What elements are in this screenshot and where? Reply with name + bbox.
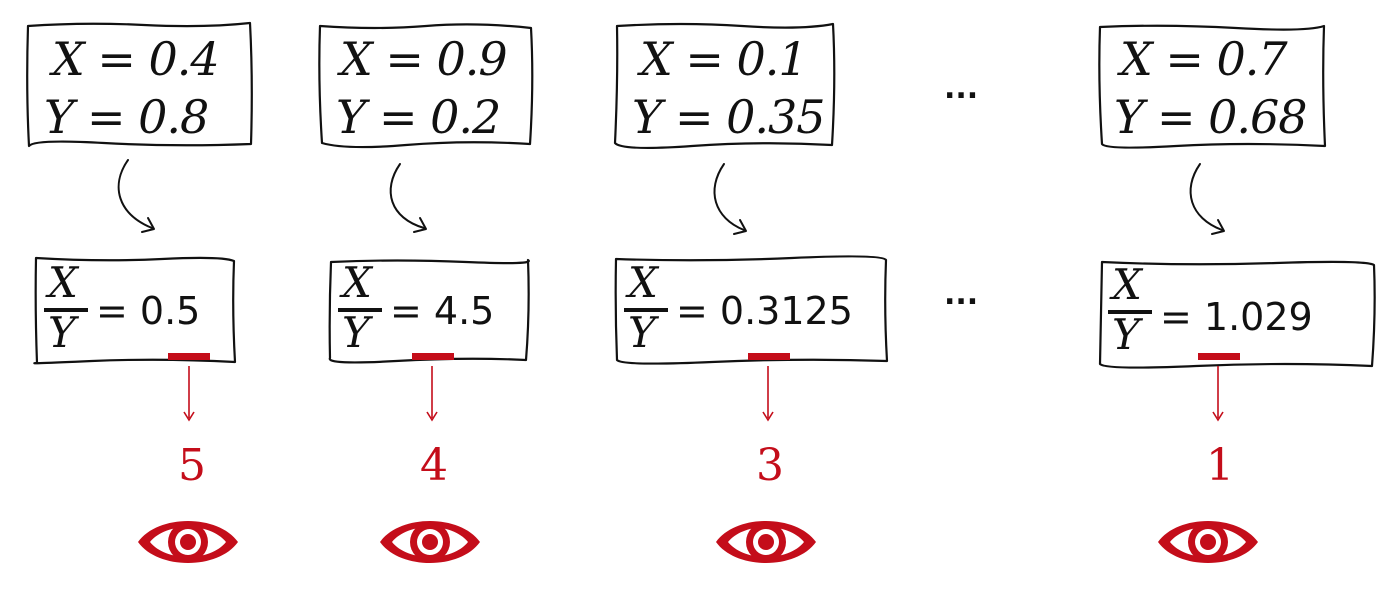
fraction-denominator: Y xyxy=(1112,310,1140,359)
input-x-value: X = 0.4 xyxy=(52,32,220,86)
ratio-result: = 4.5 xyxy=(390,289,495,333)
input-box xyxy=(613,22,836,149)
fraction-denominator: Y xyxy=(342,308,370,357)
ratio-result: = 0.3125 xyxy=(676,289,853,333)
eye-icon xyxy=(380,521,480,563)
input-box xyxy=(1098,24,1327,149)
input-x-value: X = 0.9 xyxy=(340,32,508,86)
input-box xyxy=(26,21,253,148)
input-x-value: X = 0.7 xyxy=(1120,32,1288,86)
input-y-value: Y = 0.35 xyxy=(632,90,826,144)
fraction-numerator: X xyxy=(342,258,372,307)
selected-digit-marker xyxy=(412,353,454,360)
ratio-box xyxy=(328,258,530,364)
flow-arrow xyxy=(389,163,427,233)
selected-digit-marker xyxy=(168,353,210,360)
rating-digit: 3 xyxy=(756,440,784,491)
ratio-result: = 0.5 xyxy=(96,289,201,333)
continuation-ellipsis: ... xyxy=(944,277,979,312)
eye-icon xyxy=(138,521,238,563)
input-x-value: X = 0.1 xyxy=(640,32,808,86)
selected-digit-marker xyxy=(748,353,790,360)
fraction-denominator: Y xyxy=(48,308,76,357)
fraction-numerator: X xyxy=(1112,260,1142,309)
eye-icon xyxy=(716,521,816,563)
fraction-numerator: X xyxy=(48,258,78,307)
input-y-value: Y = 0.68 xyxy=(1114,90,1308,144)
ratio-box xyxy=(33,256,237,365)
fraction-bar xyxy=(44,308,88,312)
ratio-box xyxy=(1098,260,1376,369)
fraction-bar xyxy=(624,308,668,312)
digit-arrow xyxy=(1212,366,1224,422)
input-box xyxy=(318,23,534,149)
selected-digit-marker xyxy=(1198,353,1240,360)
fraction-bar xyxy=(1108,310,1152,314)
flow-arrow xyxy=(117,159,155,233)
fraction-bar xyxy=(338,308,382,312)
input-y-value: Y = 0.8 xyxy=(44,90,209,144)
digit-arrow xyxy=(183,366,195,422)
rating-digit: 5 xyxy=(178,440,206,491)
flow-arrow xyxy=(1189,163,1225,235)
digit-arrow xyxy=(426,366,438,422)
ratio-result: = 1.029 xyxy=(1160,295,1313,339)
eye-icon xyxy=(1158,521,1258,563)
input-y-value: Y = 0.2 xyxy=(336,90,501,144)
rating-digit: 1 xyxy=(1206,440,1234,491)
fraction-denominator: Y xyxy=(628,308,656,357)
continuation-ellipsis: ... xyxy=(944,71,979,106)
flow-arrow xyxy=(713,163,747,235)
digit-arrow xyxy=(762,366,774,422)
fraction-numerator: X xyxy=(628,258,658,307)
rating-digit: 4 xyxy=(420,440,448,491)
ratio-box xyxy=(614,255,889,365)
